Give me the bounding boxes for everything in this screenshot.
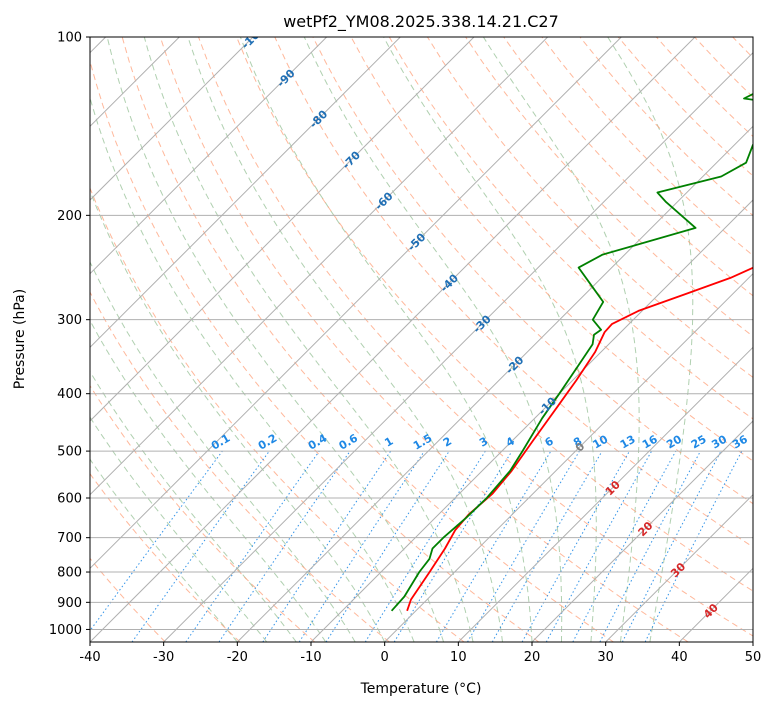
mixing-ratio-line <box>572 450 677 642</box>
mixing-ratio-line <box>644 450 743 642</box>
temperature-profile-line <box>406 266 753 612</box>
x-tick-label: -10 <box>300 650 321 665</box>
plot-frame <box>89 36 754 643</box>
skewed-isotherms <box>90 37 753 642</box>
skewed-isotherm <box>236 125 753 642</box>
y-tick-label: 900 <box>57 596 82 611</box>
profile-series <box>390 93 753 612</box>
moist-adiabat <box>187 37 503 642</box>
mixing-ratio-line <box>262 450 392 642</box>
chart-title: wetPf2_YM08.2025.338.14.21.C27 <box>283 12 559 32</box>
pressure-gridlines <box>90 37 753 630</box>
skewed-isotherm <box>384 272 753 642</box>
dry-adiabat <box>465 37 753 338</box>
x-tick-label: -40 <box>79 650 100 665</box>
mixing-ratio-line <box>545 450 653 642</box>
moist-adiabat <box>90 189 386 642</box>
dewpoint-profile-line <box>390 93 753 612</box>
x-axis-title: Temperature (°C) <box>360 681 482 697</box>
x-tick-label: 0 <box>381 650 389 665</box>
skewed-isotherm <box>310 199 753 642</box>
moist-adiabat <box>106 37 445 642</box>
mixing-ratio-line <box>298 450 425 642</box>
x-tick-label: -20 <box>227 650 248 665</box>
x-tick-label: 20 <box>524 650 541 665</box>
mixing-ratio-line <box>131 450 270 642</box>
dry-adiabat <box>90 384 316 642</box>
moist-adiabat <box>239 37 533 642</box>
mixing-ratio-line <box>218 450 351 642</box>
mixing-ratio-line <box>185 450 320 642</box>
mixing-ratio-line <box>393 450 513 642</box>
y-tick-label: 300 <box>57 313 82 328</box>
moist-adiabat <box>90 260 356 642</box>
y-tick-label: 200 <box>57 209 82 224</box>
mixing-ratio-line <box>325 450 450 642</box>
x-tick-label: 30 <box>597 650 614 665</box>
skewed-isotherm <box>90 37 549 496</box>
y-tick-label: 500 <box>57 445 82 460</box>
y-axis-ticks: 100 200 300 400 500 600 700 800 900 1000 <box>49 31 90 638</box>
dry-adiabat <box>426 37 753 378</box>
skewed-isotherm <box>90 37 622 570</box>
moist-adiabat <box>90 458 238 642</box>
mixing-ratio-lines <box>90 450 743 642</box>
y-tick-label: 1000 <box>49 623 82 638</box>
skewed-isotherm <box>531 420 753 642</box>
skewed-isotherm <box>90 37 475 422</box>
x-tick-label: 10 <box>450 650 467 665</box>
dry-adiabat <box>388 37 753 420</box>
x-tick-label: 50 <box>745 650 762 665</box>
dry-adiabat <box>90 59 540 642</box>
dry-adiabat <box>503 37 753 297</box>
skewed-isotherm <box>90 37 696 642</box>
moist-adiabat <box>482 37 640 642</box>
skewed-isotherm <box>90 37 401 349</box>
y-tick-label: 600 <box>57 492 82 507</box>
moist-adiabat <box>607 37 694 642</box>
moist-adiabat <box>90 416 268 642</box>
dry-adiabat <box>274 37 753 548</box>
y-tick-label: 700 <box>57 531 82 546</box>
y-tick-label: 100 <box>57 31 82 46</box>
skewed-isotherm <box>163 51 753 642</box>
dry-adiabat <box>312 37 753 505</box>
dry-adiabat <box>90 472 241 642</box>
skewed-isotherm <box>90 37 328 275</box>
moist-adiabat <box>90 319 327 642</box>
moist-adiabat <box>383 37 597 642</box>
x-axis-ticks: -40 -30 -20 -10 0 10 20 30 40 50 <box>79 642 761 665</box>
x-tick-label: -30 <box>153 650 174 665</box>
y-tick-label: 800 <box>57 566 82 581</box>
mixing-ratio-line <box>90 450 223 632</box>
dry-adiabat <box>121 37 614 642</box>
moist-adiabat <box>303 37 563 642</box>
skewed-isotherm <box>457 346 753 642</box>
dry-adiabat <box>350 37 753 462</box>
moist-adiabat <box>143 37 474 642</box>
moist-adiabat <box>90 370 297 642</box>
dry-adiabat <box>236 37 753 592</box>
mixing-ratio-line <box>521 450 630 642</box>
skewed-isotherm <box>605 493 753 642</box>
y-axis-title: Pressure (hPa) <box>12 289 28 389</box>
plot-background <box>90 37 753 642</box>
dry-adiabat <box>90 186 465 642</box>
dry-adiabat <box>90 291 390 642</box>
x-tick-label: 40 <box>671 650 688 665</box>
y-tick-label: 400 <box>57 387 82 402</box>
skewed-isotherm <box>90 37 254 201</box>
dry-adiabat <box>159 37 689 642</box>
